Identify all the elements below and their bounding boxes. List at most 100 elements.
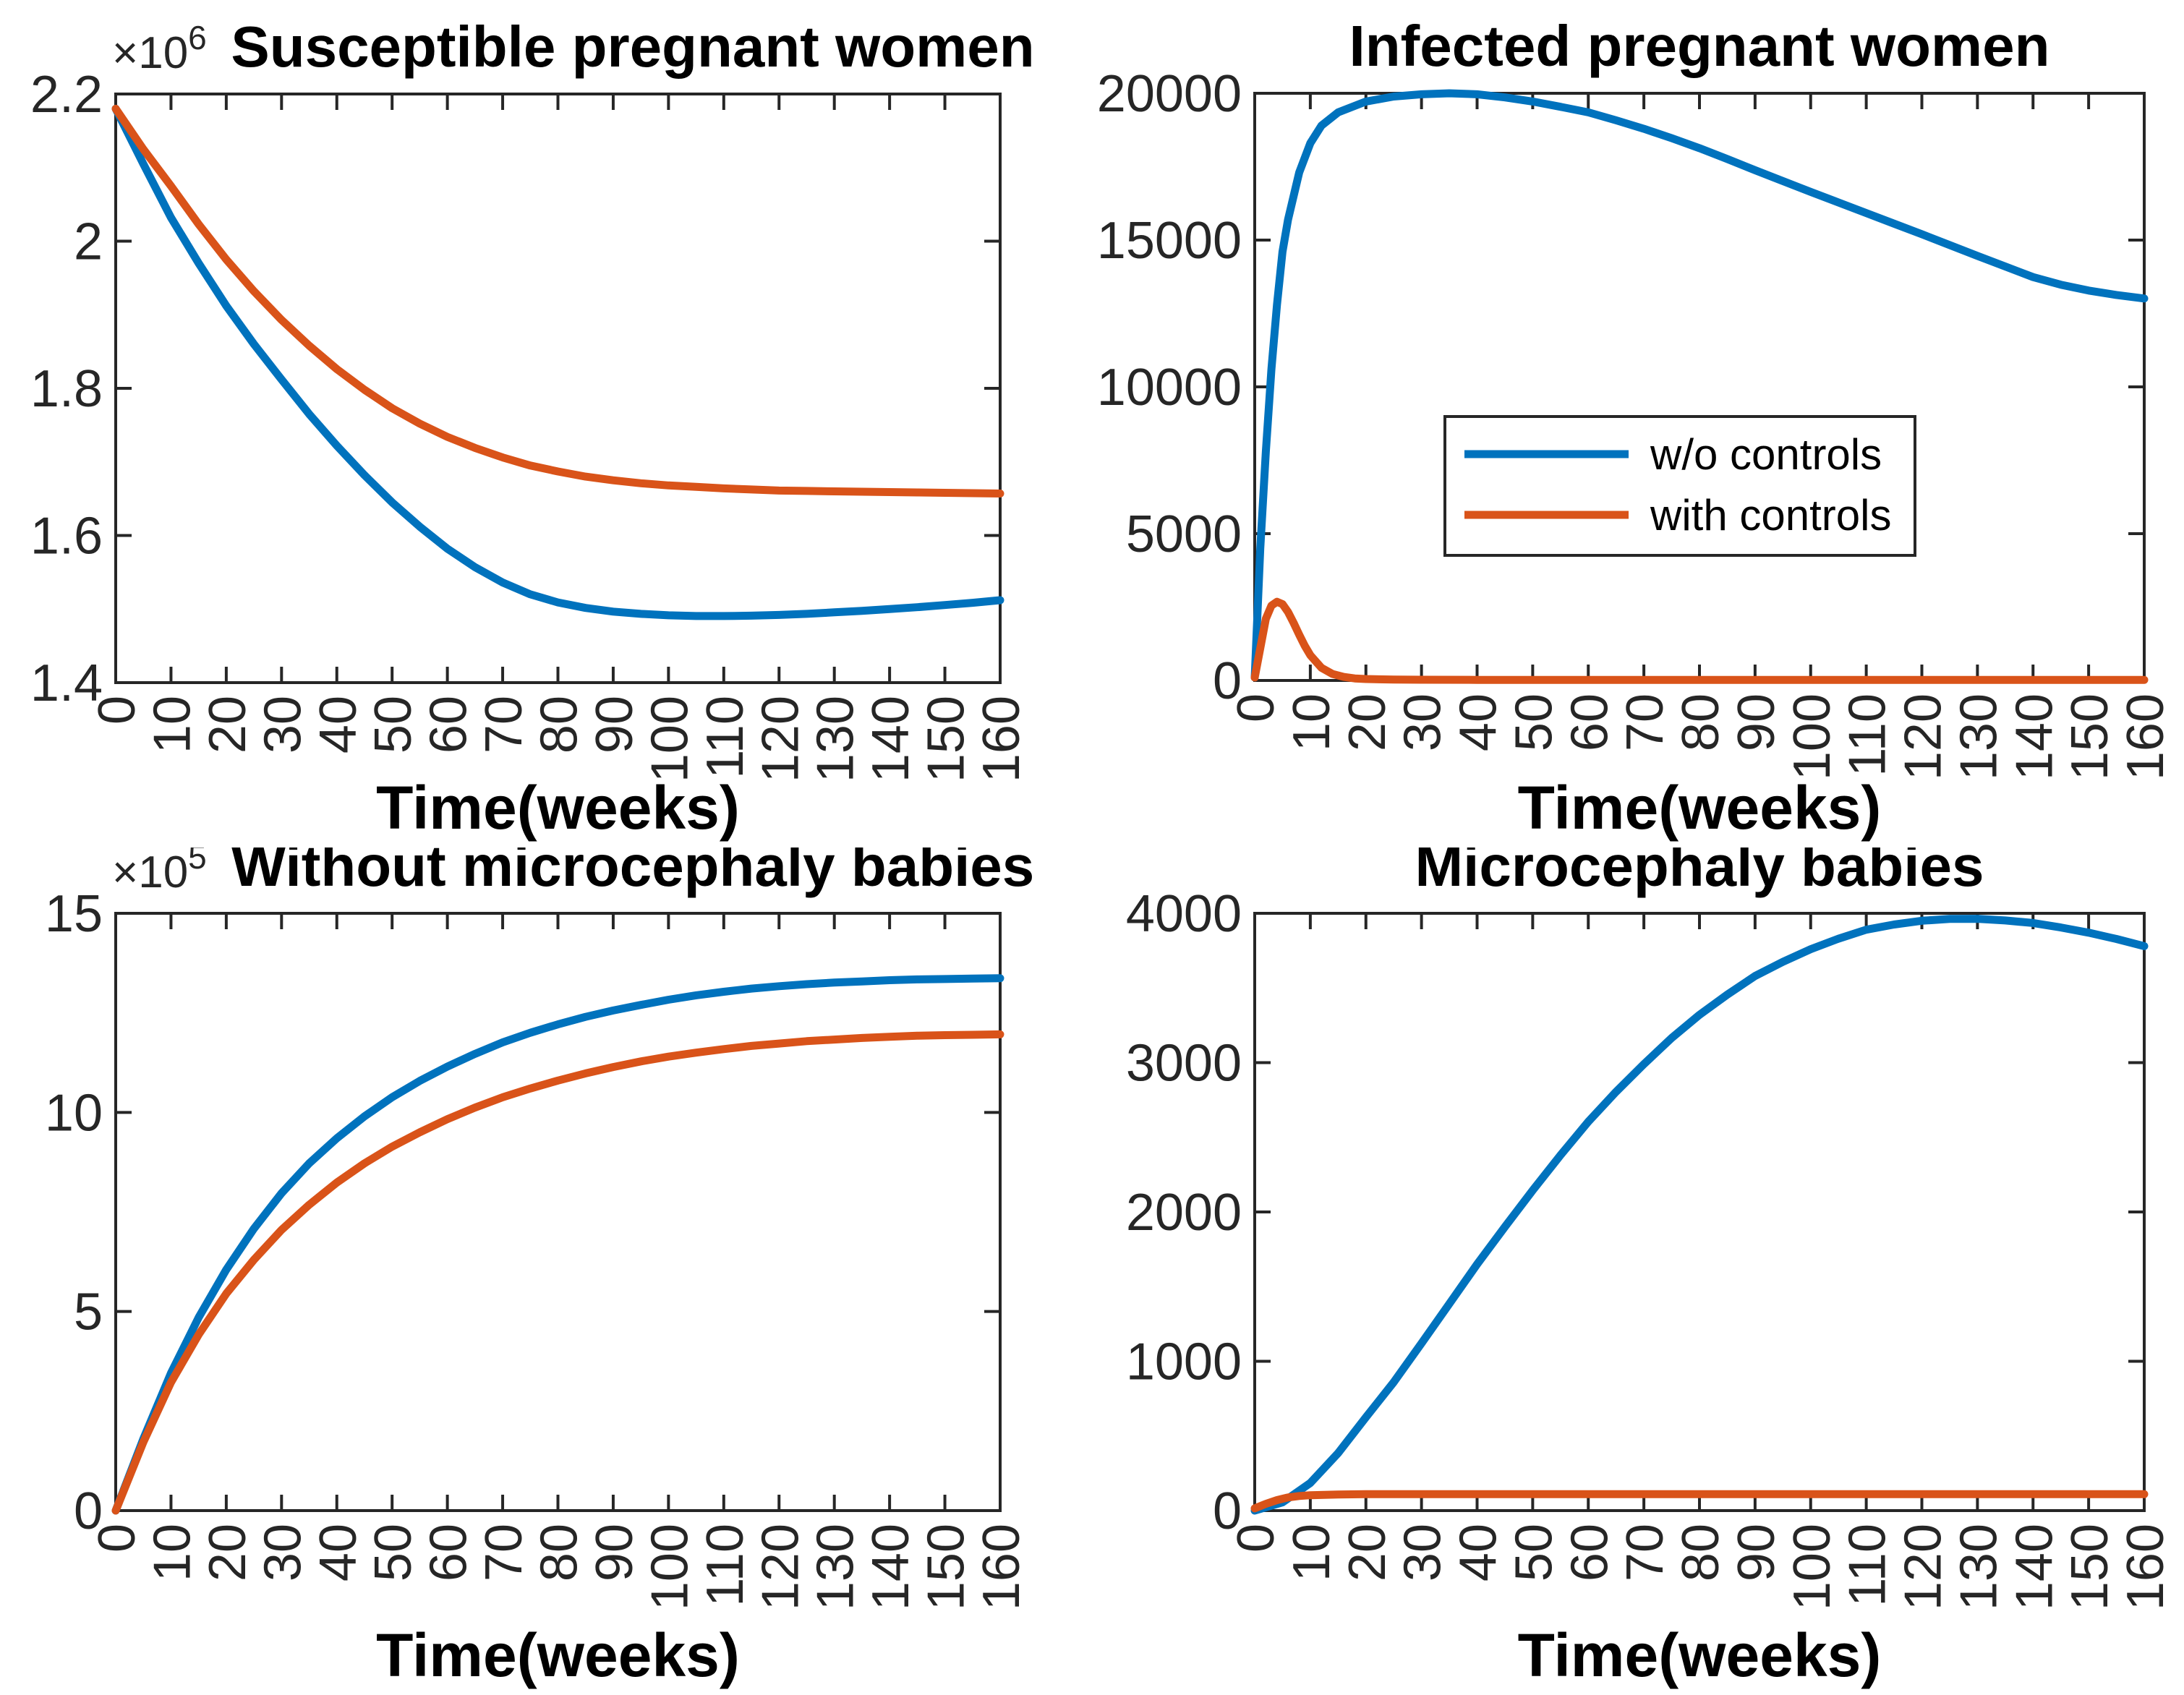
y-tick-label: 4000 [1126, 885, 1242, 943]
y-tick-label: 10000 [1097, 359, 1242, 417]
x-tick-label: 100 [1783, 693, 1841, 780]
y-exponent-base: ×10 [112, 28, 188, 78]
x-axis-label: Time(weeks) [376, 1621, 740, 1689]
x-tick-label: 160 [973, 696, 1031, 782]
series-line-with-controls [1250, 1490, 2149, 1513]
x-tick-label: 110 [696, 696, 754, 779]
x-tick-label: 110 [1839, 1524, 1897, 1607]
y-tick-label: 3000 [1126, 1035, 1242, 1093]
legend-box [1443, 415, 1916, 557]
plot-box [1253, 912, 2146, 1512]
series-line-w-o-controls [111, 974, 1004, 1515]
x-tick-label: 10 [1283, 1524, 1341, 1581]
x-tick-label: 160 [2117, 693, 2175, 780]
y-tick-label: 1.6 [30, 508, 103, 565]
x-tick-label: 0 [1227, 693, 1285, 722]
x-tick-label: 120 [751, 1524, 809, 1610]
y-exponent-label: ×106 [112, 19, 207, 78]
chart-title: Without microcephaly babies [231, 848, 1035, 898]
chart-title: Microcephaly babies [1415, 848, 1984, 898]
x-tick-label: 90 [1728, 1524, 1786, 1581]
x-tick-label: 140 [2005, 693, 2063, 780]
x-tick-label: 120 [1895, 1524, 1953, 1610]
x-tick-label: 20 [1339, 693, 1396, 751]
subplot-susceptible-pregnant-women: 0102030405060708090100110120130140150160… [30, 14, 1035, 842]
x-tick-label: 110 [696, 1524, 754, 1607]
x-tick-label: 90 [586, 1524, 644, 1581]
x-tick-label: 0 [1227, 1524, 1285, 1553]
plot-box [1253, 92, 2146, 682]
x-tick-label: 70 [1616, 693, 1674, 751]
x-tick-label: 160 [973, 1524, 1031, 1610]
x-tick-label: 90 [1728, 693, 1786, 751]
x-tick-label: 70 [1616, 1524, 1674, 1581]
legend: w/o controls with controls [1443, 415, 1916, 557]
series-line-with-controls [1250, 597, 2149, 684]
y-tick-label: 15 [45, 885, 103, 943]
y-exponent-label: ×105 [112, 848, 207, 897]
x-tick-label: 80 [1672, 1524, 1730, 1581]
y-tick-label: 0 [1213, 652, 1242, 710]
x-tick-label: 130 [807, 696, 865, 782]
x-tick-label: 130 [1950, 1524, 2008, 1610]
x-tick-label: 40 [1450, 1524, 1508, 1581]
y-tick-label: 20000 [1097, 65, 1242, 123]
x-axis-label: Time(weeks) [1518, 774, 1882, 842]
x-tick-label: 50 [1505, 1524, 1563, 1581]
x-tick-label: 150 [918, 1524, 976, 1610]
x-tick-label: 10 [1283, 693, 1341, 751]
x-tick-label: 130 [807, 1524, 865, 1610]
x-tick-label: 70 [475, 1524, 533, 1581]
x-tick-label: 60 [420, 696, 478, 753]
x-tick-label: 150 [918, 696, 976, 782]
plot-box [114, 93, 1002, 684]
x-tick-label: 40 [310, 1524, 367, 1581]
x-tick-label: 130 [1950, 693, 2008, 780]
x-tick-label: 30 [254, 1524, 312, 1581]
y-tick-label: 2.2 [30, 66, 103, 124]
x-tick-label: 120 [751, 696, 809, 782]
y-tick-label: 1.8 [30, 360, 103, 418]
x-axis-label: Time(weeks) [376, 774, 740, 842]
x-tick-label: 50 [364, 696, 422, 753]
x-tick-label: 0 [88, 1524, 146, 1553]
x-tick-label: 0 [88, 696, 146, 725]
x-tick-label: 80 [531, 696, 589, 753]
x-tick-label: 60 [1561, 1524, 1618, 1581]
x-tick-label: 60 [1561, 693, 1618, 751]
x-tick-label: 100 [641, 1524, 699, 1610]
x-tick-label: 120 [1895, 693, 1953, 780]
y-tick-label: 1000 [1126, 1333, 1242, 1391]
x-tick-label: 50 [364, 1524, 422, 1581]
x-tick-label: 150 [2061, 1524, 2119, 1610]
y-exponent-base: ×10 [112, 848, 188, 897]
x-tick-label: 30 [254, 696, 312, 753]
x-tick-label: 70 [475, 696, 533, 753]
x-tick-label: 30 [1394, 693, 1452, 751]
x-tick-label: 10 [143, 696, 201, 753]
plot-box [114, 912, 1002, 1512]
x-tick-label: 140 [2005, 1524, 2063, 1610]
series-line-w-o-controls [1250, 89, 2149, 682]
x-axis-label: Time(weeks) [1518, 1621, 1882, 1689]
subplot-infected-pregnant-women: 0102030405060708090100110120130140150160… [1097, 14, 2175, 842]
x-tick-label: 80 [531, 1524, 589, 1581]
y-tick-label: 2000 [1126, 1184, 1242, 1242]
x-tick-label: 50 [1505, 693, 1563, 751]
x-tick-label: 30 [1394, 1524, 1452, 1581]
legend-label: with controls [1650, 491, 1891, 539]
x-tick-label: 40 [1450, 693, 1508, 751]
x-tick-label: 110 [1839, 693, 1897, 777]
x-tick-label: 20 [199, 1524, 257, 1581]
y-tick-label: 1.4 [30, 654, 103, 712]
y-exponent-power: 5 [188, 848, 207, 876]
x-tick-label: 140 [862, 696, 920, 782]
y-tick-label: 0 [74, 1482, 103, 1540]
y-tick-label: 5 [74, 1284, 103, 1341]
y-exponent-power: 6 [188, 19, 207, 56]
x-tick-label: 20 [199, 696, 257, 753]
x-tick-label: 90 [586, 696, 644, 753]
x-tick-label: 100 [1783, 1524, 1841, 1610]
x-tick-label: 40 [310, 696, 367, 753]
